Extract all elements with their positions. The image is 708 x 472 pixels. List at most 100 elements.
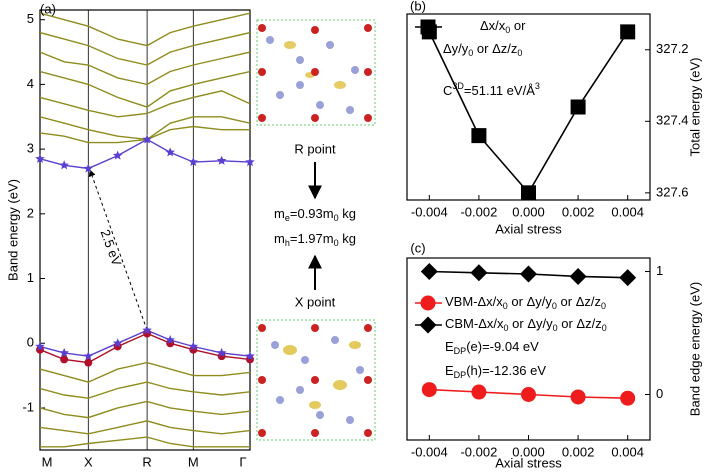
- annotation: X point: [295, 294, 336, 309]
- x-tick-label: 0.004: [611, 444, 644, 459]
- text-part: kg: [339, 231, 356, 246]
- marker: [471, 385, 486, 400]
- text-part: or Δz/z: [558, 316, 602, 331]
- text-part: (h)=-12.36 eV: [466, 363, 546, 378]
- annotation: C3D=51.11 eV/Å3: [443, 81, 540, 98]
- structure-r: [257, 20, 375, 125]
- y-tick-label: 1: [656, 263, 663, 278]
- series-line: [40, 363, 250, 383]
- text-part: or Δy/y: [509, 316, 554, 331]
- y-axis-label: Band energy (eV): [5, 179, 20, 281]
- annotation: EDP(h)=-12.36 eV: [445, 363, 546, 380]
- text-part: E: [445, 363, 454, 378]
- x-tick-label: 0.004: [611, 204, 644, 219]
- text-part: 0: [601, 301, 606, 311]
- text-part: 0: [602, 323, 607, 333]
- marker: [421, 263, 438, 280]
- x-tick-label: -0.004: [411, 204, 448, 219]
- text-part: CBM-Δx/x: [445, 316, 504, 331]
- x-tick-label: M: [42, 454, 53, 469]
- x-tick-label: 0.000: [512, 204, 545, 219]
- panel-label: (b): [410, 0, 426, 13]
- series-line: [40, 382, 250, 398]
- marker: [571, 389, 586, 404]
- x-tick-label: M: [188, 454, 199, 469]
- marker: [470, 264, 487, 281]
- marker: [620, 24, 635, 39]
- figure: -1012345MXRMΓ(a)Band energy (eV)2.5 eVR …: [0, 0, 708, 472]
- structure-x: [257, 320, 375, 440]
- marker: [422, 382, 437, 397]
- x-tick-label: Γ: [239, 454, 246, 469]
- x-tick-label: -0.004: [411, 444, 448, 459]
- text-part: DP: [454, 346, 467, 356]
- text-part: E: [445, 339, 454, 354]
- y-tick-label: 0: [656, 386, 663, 401]
- text-part: (e)=-9.04 eV: [466, 339, 539, 354]
- plot-frame: [40, 10, 250, 450]
- y-tick-label: 4: [27, 76, 34, 91]
- marker: [571, 100, 586, 115]
- marker: [521, 387, 536, 402]
- y-axis-label: Total energy (eV): [687, 58, 702, 157]
- y-axis-label: Band edge energy (eV): [687, 282, 702, 416]
- y-tick-label: 1: [27, 270, 34, 285]
- text-part: kg: [339, 206, 356, 221]
- text-part: or: [510, 18, 526, 33]
- text-part: or Δy/y: [508, 294, 553, 309]
- series-line: [40, 421, 250, 434]
- text-part: m: [274, 206, 285, 221]
- annotation: R point: [294, 141, 336, 156]
- marker: [59, 160, 69, 169]
- legend-marker: [421, 296, 436, 311]
- text-part: or Δz/z: [557, 294, 601, 309]
- x-tick-label: R: [142, 454, 151, 469]
- text-part: 0: [517, 48, 522, 58]
- y-tick-label: 0: [27, 335, 34, 350]
- series-line: [40, 91, 250, 117]
- x-tick-label: -0.002: [460, 444, 497, 459]
- marker: [113, 151, 123, 160]
- marker: [471, 128, 486, 143]
- text-part: VBM-Δx/x: [445, 294, 503, 309]
- marker: [619, 269, 636, 286]
- marker: [165, 147, 175, 156]
- legend-label: Δy/y0 or Δz/z0: [443, 41, 522, 58]
- x-axis-label: Axial stress: [495, 221, 562, 236]
- panel-label: (c): [410, 240, 425, 255]
- y-tick-label: -1: [22, 399, 34, 414]
- annotation: 2.5 eV: [98, 227, 125, 268]
- legend-label: Δx/x0 or: [480, 18, 526, 35]
- marker: [521, 185, 536, 200]
- legend-label: CBM-Δx/x0 or Δy/y0 or Δz/z0: [445, 316, 607, 333]
- x-tick-label: 0.002: [562, 444, 595, 459]
- marker: [520, 265, 537, 282]
- x-tick-label: -0.002: [460, 204, 497, 219]
- text-part: or Δz/z: [473, 41, 517, 56]
- text-part: DP: [454, 370, 467, 380]
- legend-marker: [420, 317, 437, 334]
- text-part: m: [274, 231, 285, 246]
- text-part: =0.93m: [290, 206, 334, 221]
- legend-label: VBM-Δx/x0 or Δy/y0 or Δz/z0: [445, 294, 606, 311]
- y-tick-label: 3: [27, 141, 34, 156]
- marker: [217, 156, 227, 165]
- marker: [620, 391, 635, 406]
- text-part: 3: [535, 81, 540, 91]
- panel-label: (a): [40, 1, 56, 16]
- text-part: C: [443, 83, 452, 98]
- y-tick-label: 5: [27, 11, 34, 26]
- text-part: Δx/x: [480, 18, 506, 33]
- plot-area: [40, 13, 250, 447]
- series-line: [40, 72, 250, 108]
- legend-marker: [421, 20, 436, 35]
- annotation: me=0.93m0 kg: [274, 206, 356, 223]
- text-part: 3D: [452, 81, 464, 91]
- series-line: [40, 139, 250, 168]
- y-tick-label: 327.6: [656, 184, 689, 199]
- y-tick-label: 2: [27, 205, 34, 220]
- x-tick-label: 0.002: [562, 204, 595, 219]
- series-line: [40, 437, 250, 447]
- y-tick-label: 327.4: [656, 113, 689, 128]
- y-tick-label: 327.2: [656, 41, 689, 56]
